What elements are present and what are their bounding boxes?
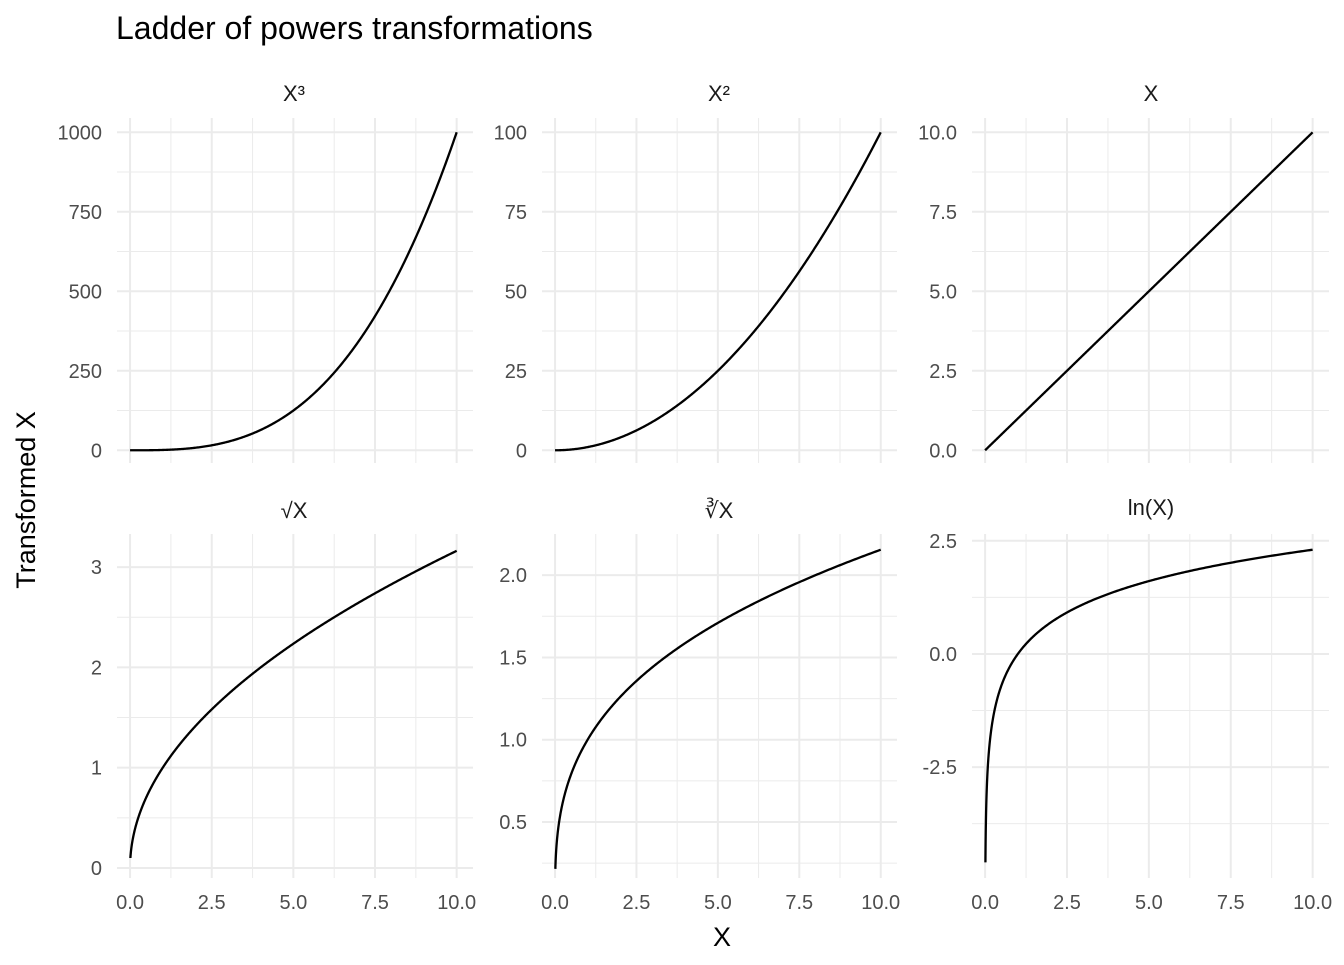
x-tick-label: 2.5 (198, 892, 226, 914)
x-tick-label: 0.0 (971, 892, 999, 914)
x-tick-label: 7.5 (1217, 892, 1245, 914)
y-tick-label: 3 (91, 557, 102, 579)
y-tick-label: 750 (69, 202, 102, 224)
y-tick-label: 1.0 (499, 730, 527, 752)
series-line-square (554, 131, 882, 452)
strip-title-cube: X³ (283, 81, 305, 106)
y-tick-label: 1 (91, 758, 102, 780)
x-tick-label: 7.5 (361, 892, 389, 914)
y-tick-label: 500 (69, 281, 102, 303)
y-tick-label: 1000 (58, 122, 103, 144)
x-tick-label: 5.0 (279, 892, 307, 914)
y-tick-label: 0 (91, 858, 102, 880)
y-tick-label: 2 (91, 657, 102, 679)
y-tick-label: 75 (505, 202, 527, 224)
x-tick-label: 5.0 (1135, 892, 1163, 914)
y-tick-label: 100 (494, 122, 527, 144)
chart-title: Ladder of powers transformations (116, 10, 593, 46)
x-tick-label: 10.0 (1293, 892, 1332, 914)
series-line-identity (984, 131, 1314, 452)
x-tick-label: 2.5 (623, 892, 651, 914)
panel-square: 0 25 50 75 100 X² (494, 81, 897, 463)
y-tick-label: 0 (516, 440, 527, 462)
y-tick-label: 0.0 (929, 644, 957, 666)
panel-cube: 0 250 500 750 1000 X³ (58, 81, 473, 463)
strip-title-square: X² (708, 81, 730, 106)
panel-sqrt: 0 1 2 3 0.0 2.5 5.0 7.5 10.0 √X (91, 498, 476, 914)
panel-cbrt: 0.5 1.0 1.5 2.0 0.0 2.5 5.0 7.5 10.0 ∛X (499, 497, 900, 914)
x-tick-label: 0.0 (116, 892, 144, 914)
x-tick-label: 2.5 (1053, 892, 1081, 914)
series-line-cbrt (554, 548, 882, 870)
x-tick-label: 10.0 (861, 892, 900, 914)
y-tick-label: 25 (505, 361, 527, 383)
y-tick-label: 250 (69, 361, 102, 383)
y-tick-label: 2.5 (929, 361, 957, 383)
y-tick-label: 2.0 (499, 565, 527, 587)
y-tick-label: 10.0 (918, 122, 957, 144)
x-tick-label: 10.0 (437, 892, 476, 914)
y-tick-label: 50 (505, 281, 527, 303)
panel-log: -2.5 0.0 2.5 0.0 2.5 5.0 7.5 10.0 ln(X) (923, 495, 1333, 914)
series-line-log (984, 548, 1313, 864)
facet-panels: 0 250 500 750 1000 X³ 0 25 50 75 100 X² 0.0 2.5 5.0 7.5… (58, 81, 1333, 914)
strip-title-log: ln(X) (1128, 495, 1174, 520)
y-tick-label: -2.5 (923, 757, 957, 779)
y-tick-label: 7.5 (929, 202, 957, 224)
strip-title-identity: X (1144, 81, 1159, 106)
series-line-cube (129, 131, 458, 452)
y-tick-label: 0.0 (929, 440, 957, 462)
x-tick-label: 7.5 (785, 892, 813, 914)
y-tick-label: 5.0 (929, 281, 957, 303)
y-tick-label: 0 (91, 440, 102, 462)
strip-title-cbrt: ∛X (705, 497, 734, 523)
x-tick-label: 5.0 (704, 892, 732, 914)
x-axis-title: X (713, 922, 731, 952)
y-tick-label: 0.5 (499, 812, 527, 834)
series-line-sqrt (129, 549, 458, 860)
panel-identity: 0.0 2.5 5.0 7.5 10.0 X (918, 81, 1329, 463)
strip-title-sqrt: √X (281, 498, 308, 523)
y-tick-label: 1.5 (499, 647, 527, 669)
y-tick-label: 2.5 (929, 531, 957, 553)
y-axis-title: Transformed X (11, 411, 41, 589)
x-tick-label: 0.0 (541, 892, 569, 914)
